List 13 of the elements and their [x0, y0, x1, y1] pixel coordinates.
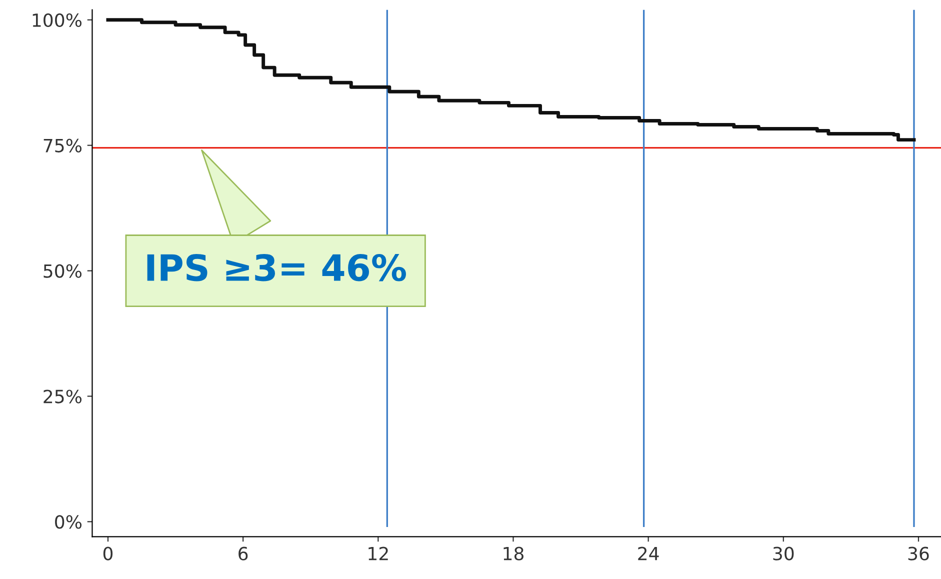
y-tick-label: 0%: [55, 515, 82, 529]
x-tick-label: 6: [238, 546, 248, 560]
x-tick-label: 12: [368, 546, 388, 560]
x-tick-label: 18: [504, 546, 524, 560]
y-tick-label: 50%: [44, 264, 82, 278]
x-tick-label: 24: [638, 546, 659, 560]
x-tick-label: 36: [908, 546, 929, 560]
x-tick-label: 30: [773, 546, 794, 560]
annotation: IPS ≥3= 46%: [147, 254, 406, 282]
y-tick-label: 100%: [32, 13, 82, 27]
y-tick-label: 25%: [44, 390, 82, 404]
y-tick-label: 75%: [44, 138, 82, 152]
x-tick-label: 0: [103, 546, 113, 560]
